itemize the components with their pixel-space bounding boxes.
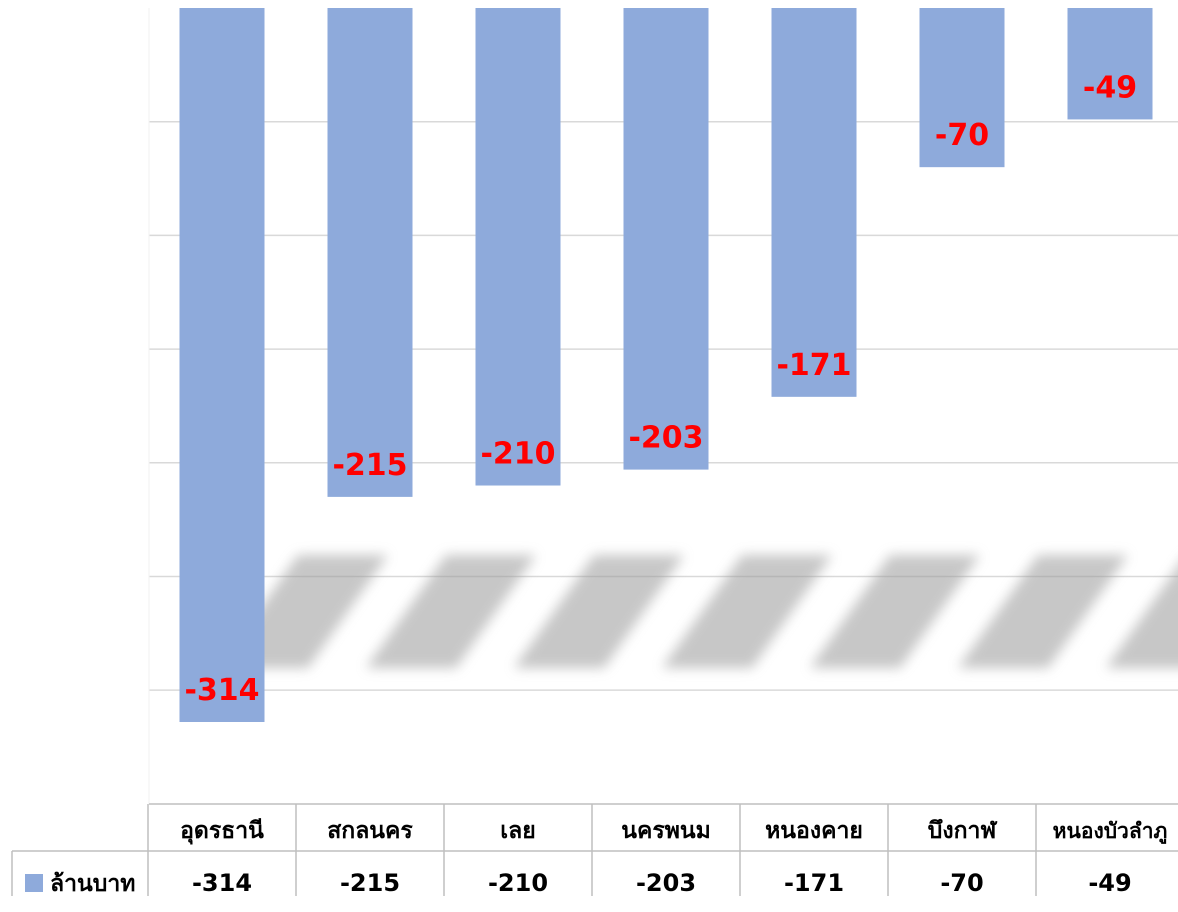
series-name: ล้านบาท — [50, 871, 135, 897]
legend-swatch — [25, 874, 43, 892]
data-label: -215 — [332, 448, 407, 483]
bar — [771, 8, 857, 397]
category-label: หนองคาย — [765, 818, 863, 844]
bar-shadow — [366, 555, 536, 668]
bar — [179, 8, 265, 722]
category-label: บึงกาฬ — [928, 818, 998, 844]
data-label: -49 — [1083, 70, 1137, 105]
category-label: สกลนคร — [327, 818, 413, 844]
data-table: อุดรธานี สกลนคร เลย นครพนม หนองคาย บึงกาฬ หนอง… — [11, 803, 1178, 897]
bar — [919, 8, 1005, 168]
data-labels: -314 -215 -210 -203 -171 -70 -49 — [184, 70, 1137, 708]
category-label: อุดรธานี — [180, 818, 264, 845]
category-label: หนองบัวลำภู — [1053, 819, 1168, 845]
category-label: นครพนม — [621, 818, 711, 844]
table-value: -171 — [784, 869, 844, 897]
table-value: -210 — [488, 869, 548, 897]
bar-shadow — [1106, 566, 1178, 668]
bar — [327, 8, 413, 497]
data-label: -171 — [776, 348, 851, 383]
bar-shadow — [958, 555, 1128, 668]
bar-shadow — [810, 555, 980, 668]
bars — [179, 8, 1153, 722]
table-value: -49 — [1088, 869, 1131, 897]
table-value: -215 — [340, 869, 400, 897]
data-label: -70 — [935, 118, 989, 153]
category-label: เลย — [500, 818, 535, 844]
shadow-decoration — [218, 555, 1178, 668]
bar — [623, 8, 709, 470]
bar — [1067, 8, 1153, 120]
bar — [475, 8, 561, 486]
bar-shadow — [514, 555, 684, 668]
bar-shadow — [662, 555, 832, 668]
data-label: -314 — [184, 673, 259, 708]
table-value: -70 — [940, 869, 983, 897]
data-label: -203 — [628, 421, 703, 456]
table-value: -203 — [636, 869, 696, 897]
data-label: -210 — [480, 437, 555, 472]
table-value: -314 — [192, 869, 252, 897]
